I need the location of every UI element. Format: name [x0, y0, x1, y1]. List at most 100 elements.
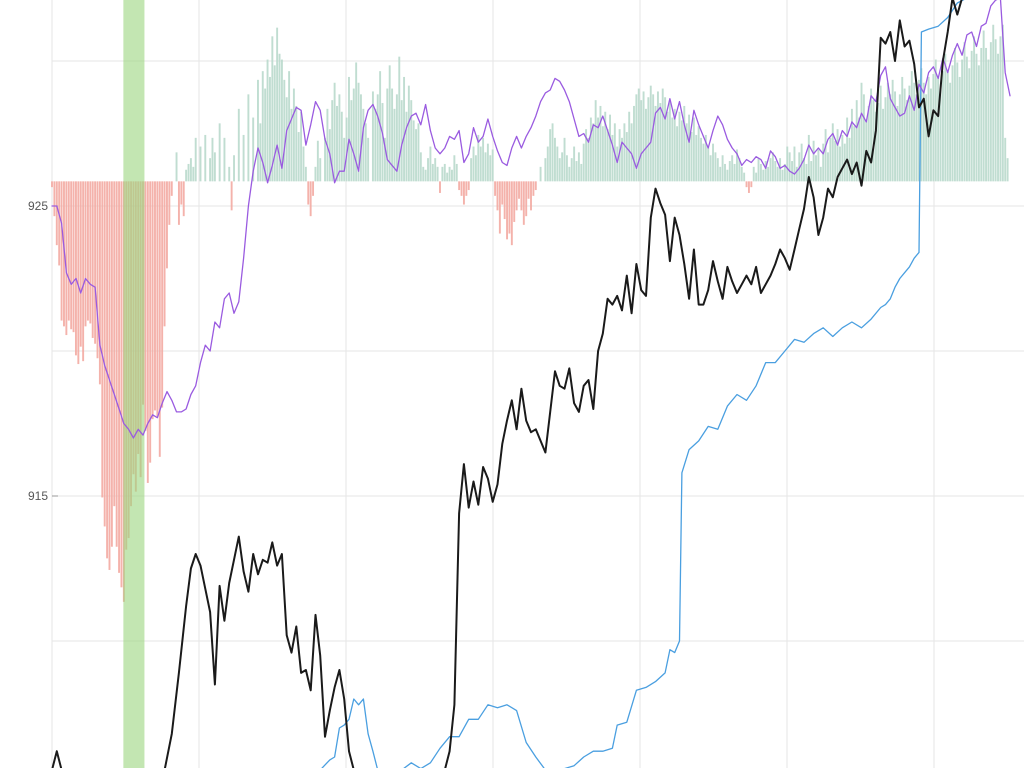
histogram-bar-positive — [676, 126, 679, 182]
histogram-bar-positive — [257, 79, 259, 182]
histogram-bar-positive — [896, 105, 899, 182]
histogram-bar-positive — [759, 163, 762, 182]
histogram-bar-negative — [168, 181, 171, 225]
histogram-bar-positive — [273, 65, 276, 182]
histogram-bar-positive — [472, 146, 475, 182]
histogram-bar-negative — [750, 181, 753, 188]
histogram-bar-positive — [752, 166, 755, 182]
histogram-bar-positive — [829, 137, 832, 182]
histogram-bar-positive — [915, 94, 918, 182]
histogram-bar-positive — [556, 146, 559, 182]
histogram-bar-positive — [728, 161, 731, 182]
histogram-bar-positive — [659, 103, 662, 182]
histogram-bar-positive — [185, 169, 188, 182]
histogram-bar-positive — [987, 59, 990, 182]
histogram-bar-positive — [767, 166, 770, 182]
histogram-bar-positive — [709, 155, 712, 182]
histogram-bar-negative — [51, 181, 53, 188]
histogram-bar-negative — [530, 181, 532, 211]
histogram-bar-positive — [434, 158, 437, 182]
histogram-bar-positive — [398, 56, 401, 182]
histogram-bar-negative — [496, 181, 499, 211]
histogram-bar-negative — [498, 181, 501, 234]
histogram-bar-positive — [841, 134, 844, 182]
histogram-bar-positive — [546, 146, 549, 182]
series-line-1 — [321, 0, 965, 768]
histogram-bar-positive — [855, 100, 858, 182]
histogram-bar-positive — [276, 27, 279, 182]
histogram-bar-positive — [283, 79, 286, 182]
histogram-bar-positive — [371, 91, 374, 182]
histogram-bar-negative — [86, 181, 89, 321]
histogram-bar-positive — [374, 108, 377, 182]
histogram-bar-positive — [680, 120, 683, 182]
histogram-bar-positive — [812, 140, 815, 182]
histogram-bar-positive — [355, 62, 358, 182]
histogram-bar-negative — [156, 181, 159, 417]
histogram-bar-positive — [189, 158, 192, 182]
histogram-bar-positive — [453, 155, 456, 182]
histogram-bar-positive — [228, 166, 231, 182]
histogram-bar-positive — [697, 126, 700, 182]
histogram-bar-positive — [304, 166, 307, 182]
histogram-bar-positive — [925, 94, 928, 182]
histogram-bar-positive — [707, 146, 710, 182]
histogram-bar-positive — [606, 129, 609, 182]
histogram-bar-positive — [635, 94, 638, 182]
histogram-bar-negative — [163, 181, 166, 327]
histogram-bar-positive — [939, 88, 942, 182]
histogram-bar-positive — [597, 117, 600, 182]
histogram-bar-negative — [506, 181, 509, 240]
histogram-bar-positive — [793, 146, 796, 182]
histogram-bar-positive — [551, 123, 554, 182]
y-tick-label-925: 925 — [28, 199, 48, 213]
histogram-bar-positive — [314, 166, 317, 182]
histogram-bar-positive — [333, 82, 336, 182]
histogram-bar-negative — [108, 181, 111, 570]
histogram-bar-positive — [443, 163, 446, 182]
histogram-bar-positive — [815, 155, 817, 182]
histogram-bar-negative — [518, 181, 520, 199]
histogram-bar-positive — [721, 155, 724, 182]
histogram-bar-positive — [877, 103, 880, 182]
histogram-bar-positive — [405, 111, 408, 182]
histogram-bar-positive — [719, 166, 722, 182]
histogram-bar-negative — [58, 181, 61, 266]
histogram-bar-positive — [242, 134, 245, 182]
histogram-bar-negative — [525, 181, 528, 217]
histogram-bar-positive — [403, 76, 406, 182]
histogram-bar-positive — [982, 30, 985, 182]
histogram-bar-positive — [376, 94, 379, 182]
histogram-bar-positive — [297, 132, 300, 182]
histogram-bar-negative — [67, 181, 70, 321]
histogram-bar-positive — [846, 117, 849, 182]
histogram-bar-positive — [594, 100, 597, 182]
histogram-bar-negative — [98, 181, 101, 385]
histogram-bar-positive — [668, 100, 671, 182]
histogram-bar-positive — [858, 117, 861, 182]
histogram-bar-positive — [908, 85, 911, 182]
histogram-bar-positive — [575, 161, 578, 182]
histogram-bar-positive — [589, 117, 592, 182]
histogram-bar-positive — [486, 143, 489, 182]
histogram-bar-negative — [110, 181, 113, 547]
histogram-bar-positive — [233, 155, 235, 182]
histogram-bar-positive — [817, 149, 820, 182]
histogram-bar-positive — [934, 59, 937, 182]
histogram-bar-positive — [850, 108, 853, 182]
histogram-bar-positive — [223, 137, 226, 182]
histogram-bar-positive — [714, 152, 717, 182]
histogram-bar-positive — [621, 137, 623, 182]
histogram-bar-positive — [383, 137, 386, 182]
histogram-bar-positive — [922, 82, 925, 182]
histogram-bar-negative — [515, 181, 518, 211]
histogram-bar-positive — [568, 166, 571, 182]
histogram-bar-positive — [388, 65, 391, 182]
histogram-bar-positive — [302, 146, 305, 182]
histogram-bar-negative — [158, 181, 161, 457]
histogram-bar-positive — [963, 42, 966, 182]
histogram-bar-negative — [513, 181, 516, 222]
histogram-bar-positive — [640, 100, 643, 182]
histogram-bar-positive — [757, 158, 760, 182]
